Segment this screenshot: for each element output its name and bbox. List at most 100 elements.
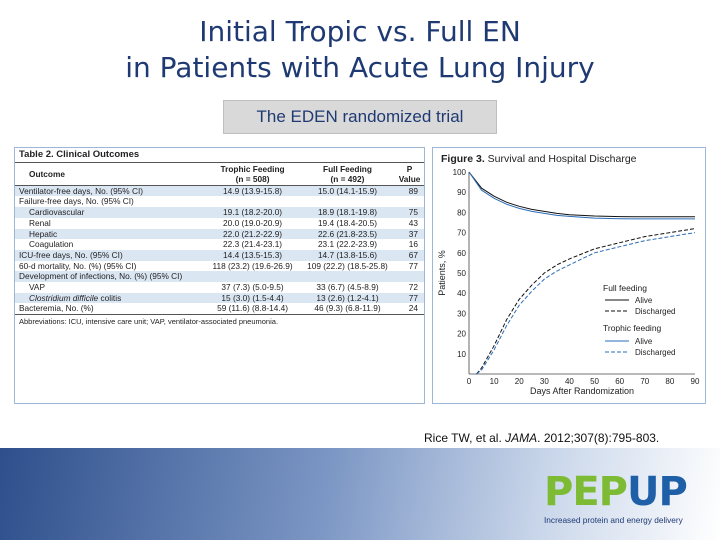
table-footnote: Abbreviations: ICU, intensive care unit;… — [15, 314, 424, 330]
legend-full-discharged: Discharged — [635, 307, 675, 316]
row-label: Renal — [29, 217, 51, 228]
row-p-value: 89 — [395, 185, 424, 197]
row-full-value — [299, 271, 396, 283]
x-axis-label: Days After Randomization — [530, 386, 634, 396]
row-p-value: 37 — [395, 228, 424, 240]
series-full-alive — [468, 171, 695, 218]
table-row: Cardiovascular 19.1 (18.2-20.0) 18.9 (18.1… — [15, 207, 424, 218]
row-label: Coagulation — [29, 239, 74, 250]
y-tick-label: 10 — [457, 350, 466, 359]
chart-title: Figure 3. Survival and Hospital Discharg… — [441, 153, 637, 165]
clinical-outcomes-table: Table 2. Clinical Outcomes Outcome Troph… — [15, 148, 424, 330]
row-full-value: 22.6 (21.8-23.5) — [299, 228, 396, 240]
x-tick-label: 80 — [665, 377, 674, 386]
row-full-value: 13 (2.6) (1.2-4.1) — [299, 292, 396, 304]
legend-trophic-discharged: Discharged — [635, 348, 675, 357]
row-label: Cardiovascular — [15, 207, 206, 218]
table-row: Hepatic 22.0 (21.2-22.9) 22.6 (21.8-23.5) 3… — [15, 228, 424, 240]
slide-subtitle: The EDEN randomized trial — [223, 100, 497, 134]
row-label: Bacteremia, No. (%) — [19, 303, 94, 314]
row-full-value: 46 (9.3) (6.8-11.9) — [314, 303, 381, 314]
row-full-value: 33 (6.7) (4.5-8.9) — [316, 282, 379, 293]
x-tick-label: 90 — [691, 377, 700, 386]
row-label: Clostridium difficile colitis — [15, 292, 206, 304]
row-trophic-value: 14.4 (13.5-15.3) — [205, 249, 300, 261]
table-row: ICU-free days, No. (95% CI) 14.4 (13.5-15… — [15, 249, 424, 261]
y-tick-label: 60 — [457, 249, 466, 258]
pepup-logo: PEPUP Increased protein and energy deliv… — [544, 470, 704, 530]
row-trophic-value — [205, 196, 300, 207]
row-p-value: 75 — [395, 207, 424, 218]
table-row: Renal 20.0 (19.0-20.9) 19.4 (18.4-20.5) 43 — [15, 218, 424, 229]
x-tick-label: 0 — [467, 377, 472, 386]
row-trophic-value: 59 (11.6) (8.8-14.4) — [217, 303, 288, 314]
row-label: VAP — [29, 282, 45, 293]
y-tick-label: 40 — [457, 289, 466, 298]
series-trophic-alive — [468, 171, 695, 220]
table-row: Ventilator-free days, No. (95% CI) 14.9 (… — [15, 185, 424, 197]
row-trophic-value: 37 (7.3) (5.0-9.5) — [221, 282, 284, 293]
row-full-value: 109 (22.2) (18.5-25.8) — [307, 260, 388, 271]
table-row: Coagulation 22.3 (21.4-23.1) 23.1 (22.2-23… — [15, 239, 424, 250]
row-trophic-value: 22.3 (21.4-23.1) — [223, 239, 283, 250]
table-row: Failure-free days, No. (95% CI) — [15, 196, 424, 207]
row-label: Hepatic — [15, 228, 206, 240]
header-outcome: Outcome — [15, 161, 206, 186]
legend-trophic-alive: Alive — [635, 337, 653, 346]
row-p-value: 16 — [408, 239, 418, 250]
logo-tagline: Increased protein and energy delivery — [544, 515, 683, 525]
row-p-value: 67 — [395, 249, 424, 261]
series-full-discharged — [476, 228, 696, 375]
x-tick-label: 20 — [515, 377, 524, 386]
x-tick-label: 10 — [490, 377, 499, 386]
x-tick-label: 30 — [540, 377, 549, 386]
row-trophic-value: 22.0 (21.2-22.9) — [205, 228, 300, 240]
title-line-1: Initial Tropic vs. Full EN — [199, 15, 521, 48]
y-axis-label: Patients, % — [437, 250, 447, 296]
survival-chart: Figure 3. Survival and Hospital Discharg… — [437, 153, 700, 396]
row-trophic-value: 19.1 (18.2-20.0) — [205, 207, 300, 218]
y-tick-label: 90 — [457, 188, 466, 197]
row-label: Failure-free days, No. (95% CI) — [19, 196, 134, 207]
header-trophic: Trophic Feeding (n = 508) — [205, 161, 300, 186]
x-tick-label: 50 — [590, 377, 599, 386]
row-p-value: 43 — [408, 217, 418, 228]
series-lines — [468, 171, 696, 375]
table-row: Clostridium difficile colitis 15 (3.0) (1… — [15, 292, 424, 304]
x-tick-label: 70 — [640, 377, 649, 386]
row-full-value — [300, 196, 395, 207]
row-label: ICU-free days, No. (95% CI) — [15, 249, 206, 261]
header-full: Full Feeding (n = 492) — [299, 161, 396, 186]
row-trophic-value — [205, 271, 300, 283]
legend-full-alive: Alive — [635, 296, 653, 305]
clinical-outcomes-table-panel: Table 2. Clinical Outcomes Outcome Troph… — [14, 147, 425, 404]
row-full-value: 23.1 (22.2-23.9) — [317, 239, 377, 250]
legend-group-trophic: Trophic feeding — [603, 323, 662, 333]
x-tick-label: 40 — [565, 377, 574, 386]
row-label: Ventilator-free days, No. (95% CI) — [15, 185, 206, 197]
row-p-value: 24 — [408, 303, 418, 314]
x-tick-label: 60 — [615, 377, 624, 386]
survival-chart-panel: Figure 3. Survival and Hospital Discharg… — [432, 147, 706, 404]
chart-legend: Full feeding Alive Discharged Trophic fe… — [603, 283, 675, 357]
y-tick-label: 70 — [457, 229, 466, 238]
y-tick-label: 30 — [457, 309, 466, 318]
row-full-value: 15.0 (14.1-15.9) — [299, 185, 396, 197]
y-tick-label: 100 — [453, 168, 467, 177]
citation: Rice TW, et al. JAMA. 2012;307(8):795-80… — [424, 431, 660, 445]
x-tick-labels: 0 10 20 30 40 50 60 70 80 90 — [467, 377, 700, 386]
row-trophic-value: 14.9 (13.9-15.8) — [205, 185, 300, 197]
header-p-value: P Value — [395, 161, 424, 186]
logo-up: UP — [626, 469, 688, 515]
slide-title: Initial Tropic vs. Full EN in Patients w… — [0, 14, 720, 86]
row-p-value: 77 — [408, 260, 418, 271]
row-p-value: 77 — [395, 292, 424, 304]
row-p-value — [395, 271, 424, 283]
row-p-value — [395, 196, 424, 207]
table-row: Development of infections, No. (%) (95% … — [15, 271, 424, 283]
legend-group-full: Full feeding — [603, 283, 647, 293]
row-label: Development of infections, No. (%) (95% … — [15, 271, 206, 283]
row-label: 60-d mortality, No. (%) (95% CI) — [19, 260, 137, 271]
row-full-value: 14.7 (13.8-15.6) — [299, 249, 396, 261]
y-tick-label: 50 — [457, 269, 466, 278]
